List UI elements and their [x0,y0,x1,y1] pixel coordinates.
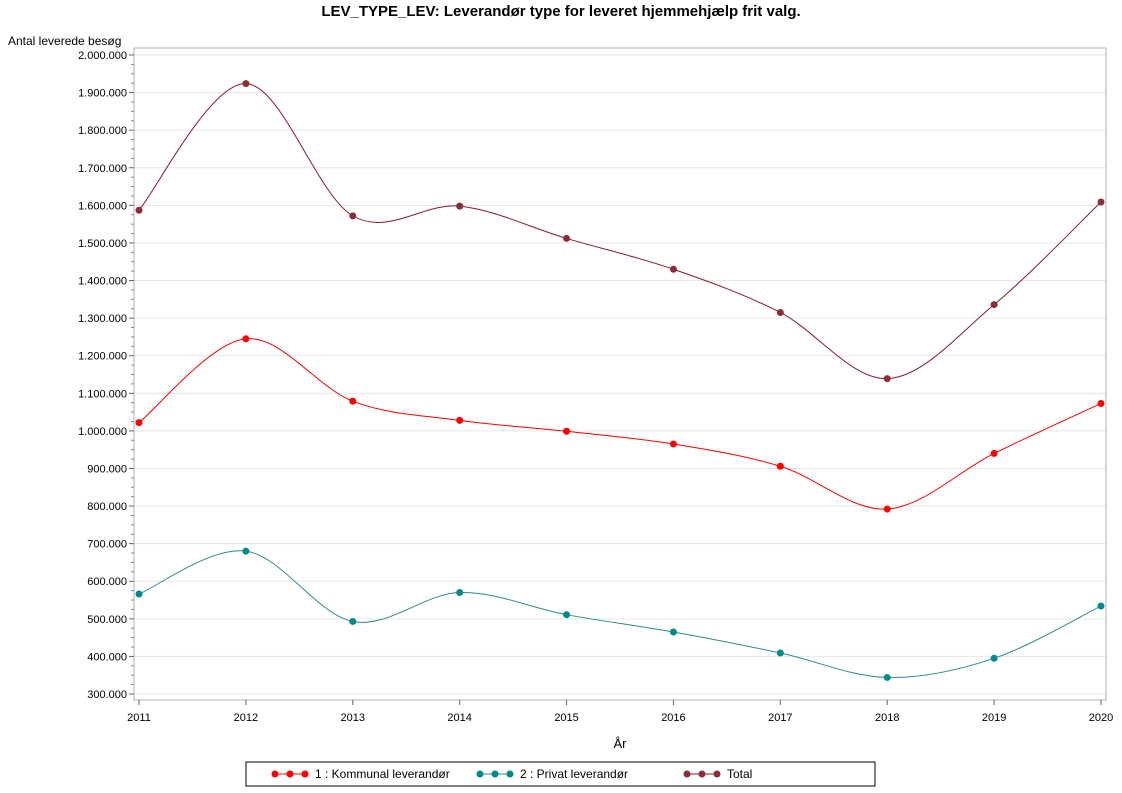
legend-swatch-marker [698,770,706,778]
legend-entry-label: 2 : Privat leverandør [520,767,628,781]
series-line [138,83,1102,380]
legend-swatch-marker [506,770,514,778]
legend-entry-label: 1 : Kommunal leverandør [315,767,450,781]
y-tick-label: 1.800.000 [78,125,127,137]
legend-swatch-marker [683,770,691,778]
y-tick-label: 700.000 [87,539,127,551]
data-point [563,427,571,435]
data-point [669,440,677,448]
data-point [776,308,784,316]
x-tick-label: 2017 [768,712,792,724]
legend-box [245,761,876,787]
y-tick-label: 1.500.000 [78,238,127,250]
x-tick-label: 2020 [1089,712,1113,724]
data-point [135,206,143,214]
y-tick-label: 1.000.000 [78,426,127,438]
data-point [349,212,357,220]
data-point [669,265,677,273]
data-point [456,589,464,597]
data-point [883,673,891,681]
data-point [1097,602,1105,610]
y-tick-label: 800.000 [87,501,127,513]
data-point [883,505,891,513]
y-axis-ticks: 300.000 400.000 500.000 600.000 700.000 800.0… [78,50,134,701]
data-point [242,335,250,343]
series-lines [138,83,1102,678]
gridlines [134,54,1106,695]
data-point [349,397,357,405]
y-axis-label: Antal leverede besøg [8,34,121,48]
data-point [135,590,143,598]
y-tick-label: 600.000 [87,576,127,588]
x-axis-ticks: 2011 2012 2013 2014 2015 2016 2017 2018 2019 2020 [127,700,1113,724]
x-tick-label: 2018 [875,712,899,724]
data-point [456,202,464,210]
chart-title: LEV_TYPE_LEV: Leverandør type for levere… [321,3,800,20]
data-point [242,547,250,555]
data-point [1097,198,1105,206]
legend-swatch-marker [713,770,721,778]
y-tick-label: 300.000 [87,689,127,701]
y-tick-label: 400.000 [87,651,127,663]
y-tick-label: 1.300.000 [78,313,127,325]
legend: 1 : Kommunal leverandør 2 : Privat levera… [271,767,752,781]
x-tick-label: 2015 [554,712,578,724]
data-point [990,654,998,662]
plot-frame [133,47,1107,701]
y-tick-label: 1.200.000 [78,351,127,363]
data-point [242,80,250,88]
x-tick-label: 2013 [341,712,365,724]
legend-swatch-marker [271,770,279,778]
data-point [990,449,998,457]
y-tick-label: 500.000 [87,614,127,626]
x-tick-label: 2012 [234,712,258,724]
data-point [456,416,464,424]
x-tick-label: 2014 [447,712,471,724]
y-tick-label: 900.000 [87,463,127,475]
legend-entry-label: Total [727,767,752,781]
data-point [776,649,784,657]
series-line [138,338,1102,510]
data-point [349,617,357,625]
x-axis-label: År [614,736,628,751]
y-tick-label: 1.600.000 [78,200,127,212]
data-point [563,611,571,619]
legend-swatch-marker [301,770,309,778]
x-tick-label: 2011 [127,712,151,724]
data-point [669,628,677,636]
data-point [990,301,998,309]
data-point [883,375,891,383]
y-tick-label: 2.000.000 [78,50,127,62]
x-tick-label: 2019 [982,712,1006,724]
data-point [776,462,784,470]
y-tick-label: 1.900.000 [78,88,127,100]
y-tick-label: 1.400.000 [78,276,127,288]
legend-swatch-marker [491,770,499,778]
data-point [135,419,143,427]
data-point [563,234,571,242]
x-tick-label: 2016 [661,712,685,724]
legend-swatch-marker [476,770,484,778]
data-point [1097,399,1105,407]
legend-swatch-marker [286,770,294,778]
y-tick-label: 1.700.000 [78,163,127,175]
y-tick-label: 1.100.000 [78,388,127,400]
series-markers [135,80,1105,681]
series-line [138,550,1102,678]
